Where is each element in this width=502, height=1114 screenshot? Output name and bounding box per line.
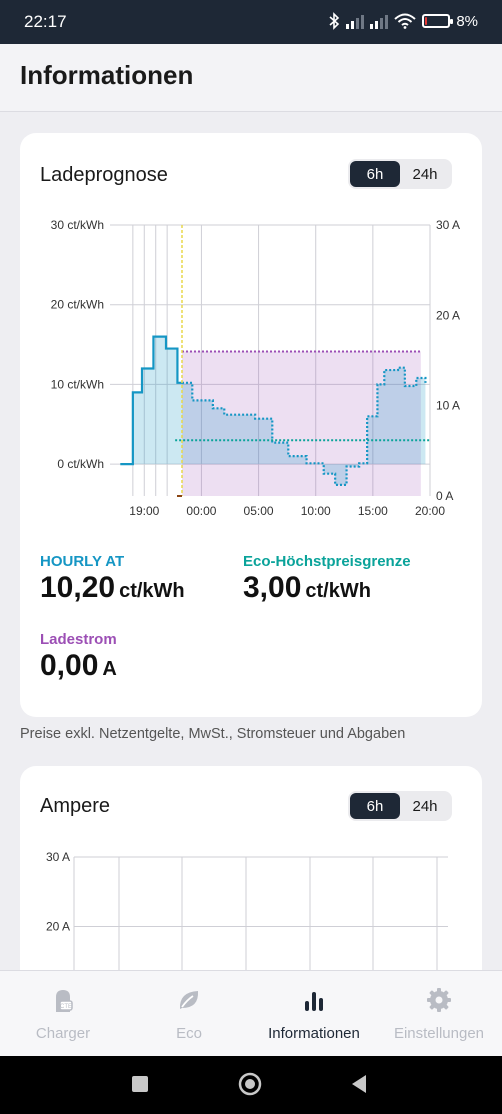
- charger-icon: CTE: [0, 985, 126, 1015]
- y-left-tick-label: 20 ct/kWh: [51, 298, 104, 312]
- system-navigation-bar: [0, 1056, 502, 1114]
- charge-current-area: [182, 351, 421, 496]
- hourly-price-number: 10,20: [40, 571, 116, 604]
- home-button[interactable]: [238, 1072, 262, 1096]
- y-right-tick-label: 0 A: [436, 489, 453, 503]
- recent-apps-button[interactable]: [132, 1076, 148, 1092]
- status-time: 22:17: [24, 12, 67, 31]
- y-tick-label: 30 A: [46, 850, 70, 864]
- forecast-range-toggle: 6h 24h: [348, 159, 452, 189]
- nav-item-einstellungen[interactable]: Einstellungen: [376, 985, 502, 1042]
- forecast-chart: 0 ct/kWh 10 ct/kWh 20 ct/kWh 30 ct/kWh 0 A 10…: [51, 218, 460, 518]
- eco-limit-value: 3,00 ct/kWh: [243, 571, 371, 605]
- hourly-price-label: HOURLY AT: [40, 553, 125, 570]
- charge-current-unit: A: [102, 658, 117, 680]
- x-tick-label: 05:00: [244, 504, 274, 518]
- cell-signal-2-icon: [370, 13, 389, 29]
- bottom-navigation: CTE Charger Eco Informationen Einstellun…: [0, 970, 502, 1056]
- cell-signal-1-icon: [346, 13, 365, 29]
- y-left-tick-label: 0 ct/kWh: [57, 457, 104, 471]
- x-tick-label: 10:00: [301, 504, 331, 518]
- ampere-range-toggle: 6h 24h: [348, 791, 452, 821]
- y-right-tick-label: 30 A: [436, 218, 460, 232]
- y-right-tick-label: 10 A: [436, 399, 460, 413]
- page-title: Informationen: [20, 60, 194, 90]
- battery-percent: 8%: [456, 12, 478, 30]
- nav-item-charger[interactable]: CTE Charger: [0, 985, 126, 1042]
- charge-current-label: Ladestrom: [40, 631, 117, 648]
- y-left-tick-label: 10 ct/kWh: [51, 377, 104, 391]
- y-left-tick-label: 30 ct/kWh: [51, 218, 104, 232]
- ampere-range-24h-button[interactable]: 24h: [412, 797, 438, 815]
- leaf-icon: [126, 985, 252, 1015]
- price-history-area: [120, 336, 182, 465]
- nav-label-informationen: Informationen: [268, 1025, 360, 1042]
- nav-item-informationen[interactable]: Informationen: [251, 985, 377, 1042]
- eco-limit-unit: ct/kWh: [305, 580, 371, 602]
- hourly-price-value: 10,20 ct/kWh: [40, 571, 185, 605]
- price-forecast-area: [182, 367, 426, 485]
- nav-item-eco[interactable]: Eco: [126, 985, 252, 1042]
- y-right-tick-label: 20 A: [436, 308, 460, 322]
- ampere-range-6h-button[interactable]: 6h: [350, 793, 400, 819]
- eco-limit-number: 3,00: [243, 571, 302, 604]
- status-icons: 8%: [328, 12, 478, 30]
- wifi-icon: [394, 13, 416, 29]
- forecast-card: Ladeprognose 6h 24h 0 ct/kWh 10 ct/kWh 20 …: [20, 133, 482, 717]
- x-tick-label: 20:00: [415, 504, 445, 518]
- range-24h-button[interactable]: 24h: [412, 165, 438, 183]
- x-tick-label: 00:00: [186, 504, 216, 518]
- price-history-line: [120, 335, 182, 466]
- charge-current-value: 0,00 A: [40, 649, 117, 683]
- bar-chart-icon: [251, 985, 377, 1015]
- gear-icon: [376, 985, 502, 1015]
- nav-label-eco: Eco: [176, 1025, 202, 1042]
- back-button[interactable]: [352, 1075, 366, 1093]
- nav-label-charger: Charger: [35, 1025, 91, 1042]
- battery-icon: [422, 14, 454, 28]
- ampere-card-title: Ampere: [40, 795, 111, 817]
- forecast-card-title: Ladeprognose: [40, 164, 168, 186]
- x-tick-label: 19:00: [129, 504, 159, 518]
- range-6h-button[interactable]: 6h: [350, 161, 400, 187]
- system-nav-buttons: [132, 1072, 366, 1096]
- bluetooth-icon: [329, 12, 340, 30]
- charge-current-number: 0,00: [40, 649, 99, 682]
- hourly-price-unit: ct/kWh: [119, 580, 185, 602]
- battery-level: [425, 17, 428, 25]
- price-note: Preise exkl. Netzentgelte, MwSt., Stroms…: [20, 726, 406, 742]
- x-tick-label: 15:00: [358, 504, 388, 518]
- svg-text:CTE: CTE: [60, 1004, 72, 1010]
- app-bar: Informationen: [0, 44, 502, 112]
- status-bar: 22:17 8%: [0, 0, 502, 44]
- eco-limit-label: Eco-Höchstpreisgrenze: [243, 553, 411, 570]
- nav-label-einstellungen: Einstellungen: [393, 1025, 485, 1042]
- y-tick-label: 20 A: [46, 920, 70, 934]
